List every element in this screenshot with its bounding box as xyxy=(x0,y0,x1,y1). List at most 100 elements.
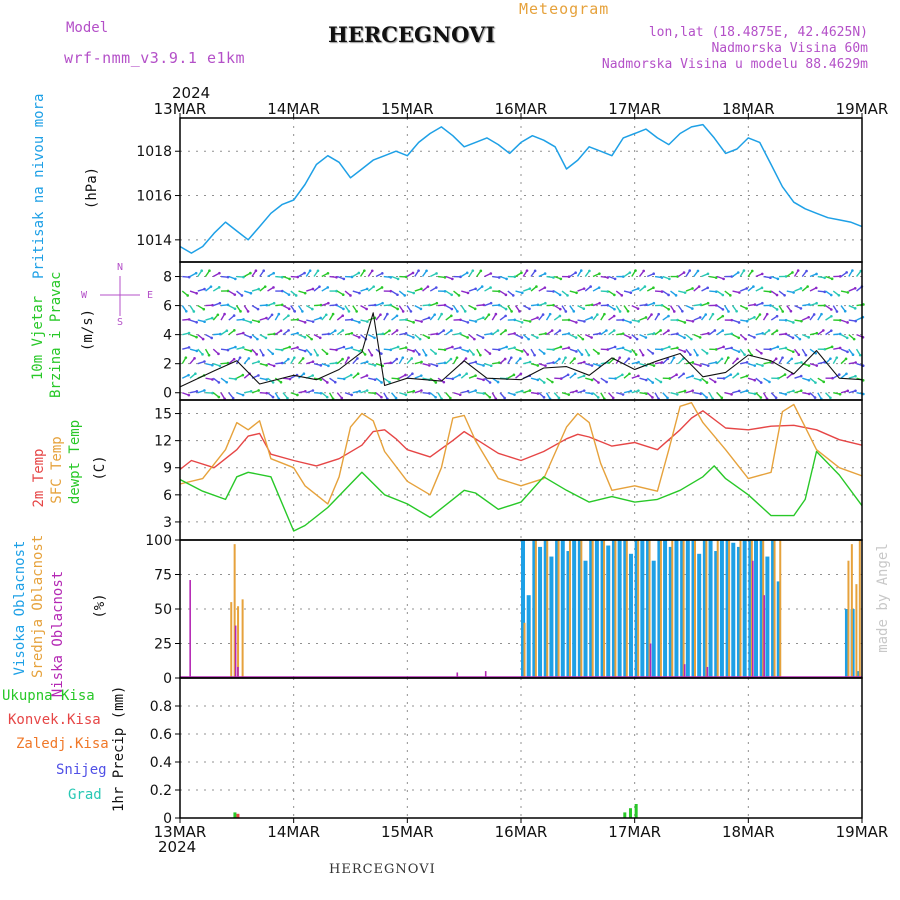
wind-arrow-head xyxy=(287,329,290,332)
wind-arrow-head xyxy=(744,337,747,341)
wind-arrow-head xyxy=(543,286,547,289)
wind-arrow-head xyxy=(442,380,446,384)
y-tick-label: 9 xyxy=(163,461,172,477)
wind-arrow-head xyxy=(536,316,539,319)
wind-arrow-head xyxy=(412,336,415,339)
wind-arrow-head xyxy=(396,277,400,281)
high-cloud-bar xyxy=(663,540,668,678)
mid-cloud-bar xyxy=(694,540,696,678)
wind-arrow-head xyxy=(303,321,307,324)
wind-arrow-head xyxy=(769,276,772,280)
wind-arrow-head xyxy=(435,364,439,368)
wind-arrow-head xyxy=(846,321,849,324)
wind-arrow-head xyxy=(621,373,624,377)
wind-arrow-head xyxy=(513,346,516,349)
wind-arrow-head xyxy=(533,269,537,273)
wind-arrow-head xyxy=(319,316,322,320)
wind-arrow-head xyxy=(435,286,438,289)
wind-arrow-head xyxy=(481,336,485,339)
wind-arrow-head xyxy=(217,286,221,289)
wind-arrow-head xyxy=(598,272,601,275)
wind-arrow-head xyxy=(838,275,842,278)
mid-cloud-bar xyxy=(779,540,782,678)
wind-arrow-head xyxy=(528,360,532,364)
wind-arrow-head xyxy=(193,357,196,360)
wind-arrow-head xyxy=(704,313,708,316)
wind-arrow-head xyxy=(474,320,478,323)
wind-arrow-head xyxy=(466,291,470,295)
wind-arrow-head xyxy=(806,285,809,288)
wind-arrow-head xyxy=(851,353,855,357)
wind-arrow-head xyxy=(626,309,630,313)
wind-arrow-head xyxy=(691,319,695,323)
wind-arrow-head xyxy=(799,374,803,378)
wind-arrow-head xyxy=(675,373,678,377)
wind-arrow-head xyxy=(318,336,322,340)
wind-arrow-head xyxy=(411,271,415,275)
wind-arrow-head xyxy=(311,374,315,377)
wind-arrow-head xyxy=(473,307,477,311)
wind-arrow-head xyxy=(760,272,764,276)
wind-arrow-head xyxy=(727,310,730,313)
wind-arrow-head xyxy=(590,378,594,382)
wind-arrow-head xyxy=(357,271,361,275)
wind-arrow-head xyxy=(311,307,314,311)
wind-arrow-head xyxy=(327,301,330,305)
wind-arrow-head xyxy=(381,301,384,305)
wind-arrow-head xyxy=(606,348,610,351)
wind-arrow-head xyxy=(807,303,811,306)
wind-arrow-head xyxy=(279,329,283,332)
wind-arrow-head xyxy=(642,269,645,273)
wind-arrow-head xyxy=(535,285,538,288)
mid-cloud-bar xyxy=(241,599,244,678)
wind-arrow-head xyxy=(775,293,779,297)
wind-arrow-head xyxy=(341,357,344,361)
y-tick-label: 1016 xyxy=(136,189,172,205)
wind-arrow-head xyxy=(838,392,842,396)
wind-arrow-head xyxy=(745,287,749,290)
wind-arrow-head xyxy=(249,291,253,295)
wind-arrow-head xyxy=(552,290,555,293)
wind-arrow-head xyxy=(240,294,244,297)
wind-arrow-head xyxy=(210,316,214,320)
wind-arrow-head xyxy=(443,303,447,307)
wind-arrow-head xyxy=(303,291,307,295)
wind-arrow-head xyxy=(271,352,275,356)
wind-arrow-head xyxy=(504,314,507,318)
wind-arrow-head xyxy=(358,291,361,295)
wind-arrow-head xyxy=(494,312,498,316)
wind-arrow-head xyxy=(657,312,660,316)
mid-cloud-bar xyxy=(773,540,776,678)
high-cloud-bar xyxy=(606,545,611,678)
wind-arrow-head xyxy=(386,312,389,316)
wind-arrow-head xyxy=(233,293,237,296)
wind-arrow-head xyxy=(381,332,385,336)
high-cloud-bar xyxy=(719,540,724,678)
wind-arrow-head xyxy=(380,395,383,399)
wind-arrow-head xyxy=(606,276,609,279)
wind-arrow-head xyxy=(605,380,608,384)
wind-arrow-head xyxy=(683,389,687,393)
high-cloud-bar xyxy=(731,542,736,678)
wind-arrow-head xyxy=(280,348,284,352)
wind-arrow-head xyxy=(480,285,484,288)
wind-arrow-head xyxy=(813,396,817,399)
high-cloud-bar xyxy=(600,540,605,678)
wind-arrow-head xyxy=(812,313,816,316)
high-cloud-bar xyxy=(697,553,702,678)
wind-arrow-head xyxy=(427,336,431,340)
wind-arrow-head xyxy=(760,286,764,290)
wind-arrow-head xyxy=(350,393,353,397)
wind-arrow-head xyxy=(449,357,453,361)
wind-arrow-head xyxy=(296,331,299,335)
wind-arrow-head xyxy=(280,275,284,279)
wind-arrow-head xyxy=(743,353,746,356)
wind-arrow-head xyxy=(721,293,725,297)
mid-cloud-bar xyxy=(682,540,685,678)
total-precip-bar xyxy=(634,804,638,818)
wind-arrow-head xyxy=(574,271,577,275)
sfc-temp-series-line xyxy=(179,402,863,505)
wind-arrow-head xyxy=(768,380,771,384)
high-cloud-bar xyxy=(674,540,679,678)
wind-arrow-head xyxy=(558,314,562,318)
